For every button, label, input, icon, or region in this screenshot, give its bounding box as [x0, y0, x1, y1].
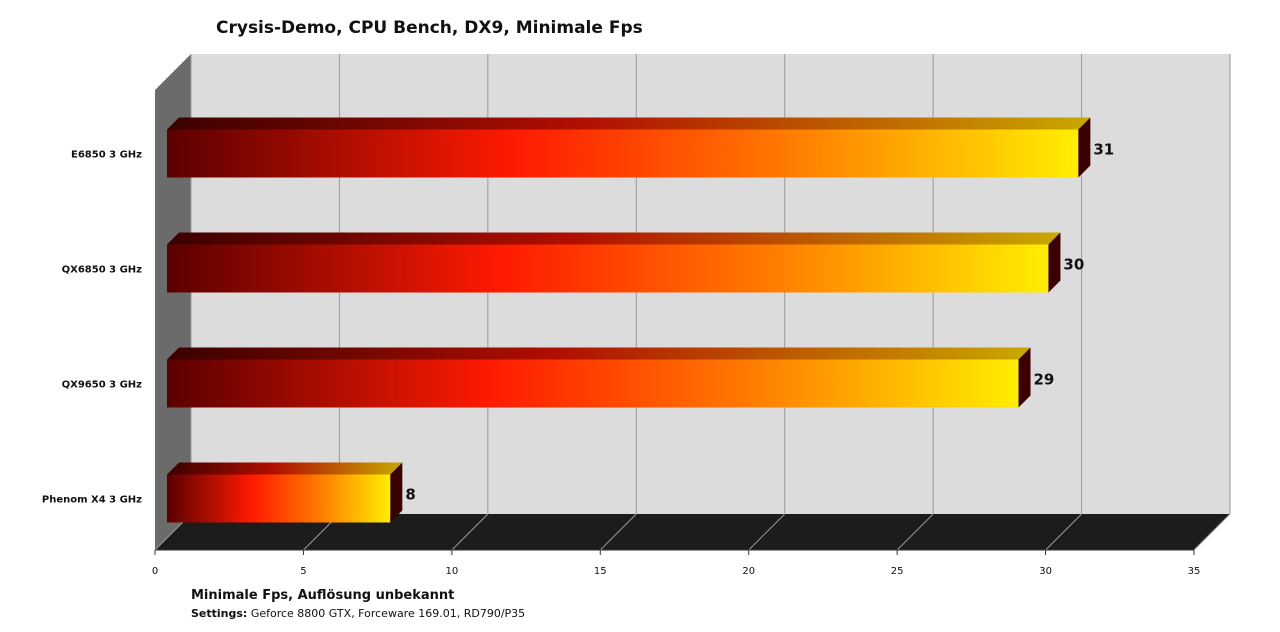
- axis-caption: Minimale Fps, Auflösung unbekannt: [191, 588, 455, 603]
- x-tick-label: 10: [445, 566, 458, 577]
- bar: [167, 129, 1079, 178]
- x-tick-label: 5: [300, 566, 306, 577]
- category-label: QX9650 3 GHz: [62, 380, 143, 391]
- floor-gridline: [1045, 513, 1082, 551]
- bar-end: [1048, 232, 1061, 293]
- bar-top: [167, 347, 1031, 360]
- category-label: Phenom X4 3 GHz: [42, 495, 142, 506]
- category-label: QX6850 3 GHz: [62, 265, 143, 276]
- bar: [167, 359, 1019, 408]
- floor-gridline: [748, 513, 786, 551]
- chart-title: Crysis-Demo, CPU Bench, DX9, Minimale Fp…: [216, 18, 643, 38]
- settings-note: Settings: Geforce 8800 GTX, Forceware 16…: [191, 607, 525, 620]
- x-tick-label: 35: [1188, 566, 1201, 577]
- x-tick-label: 15: [594, 566, 607, 577]
- data-label: 31: [1093, 141, 1114, 159]
- bar-end: [1018, 347, 1031, 408]
- side-wall: [155, 54, 191, 550]
- bar-top: [167, 117, 1091, 130]
- floor-gridline: [451, 513, 489, 551]
- settings-label: Settings:: [191, 607, 248, 620]
- bar: [167, 474, 391, 523]
- bar-top: [167, 232, 1061, 245]
- floor-gridline: [1193, 513, 1231, 551]
- bar-end: [390, 462, 403, 523]
- settings-text: Geforce 8800 GTX, Forceware 169.01, RD79…: [247, 607, 526, 620]
- floor-gridline: [599, 513, 637, 551]
- floor: [155, 514, 1230, 550]
- x-tick-label: 20: [742, 566, 755, 577]
- data-label: 30: [1063, 256, 1084, 274]
- data-label: 29: [1034, 371, 1055, 389]
- x-tick-label: 25: [891, 566, 904, 577]
- x-tick-label: 0: [152, 566, 158, 577]
- category-label: E6850 3 GHz: [71, 150, 142, 161]
- bar-top: [167, 462, 403, 475]
- bar: [167, 244, 1049, 293]
- floor-gridline: [896, 513, 934, 551]
- data-label: 8: [405, 486, 415, 504]
- bar-end: [1078, 117, 1091, 178]
- x-tick-label: 30: [1039, 566, 1052, 577]
